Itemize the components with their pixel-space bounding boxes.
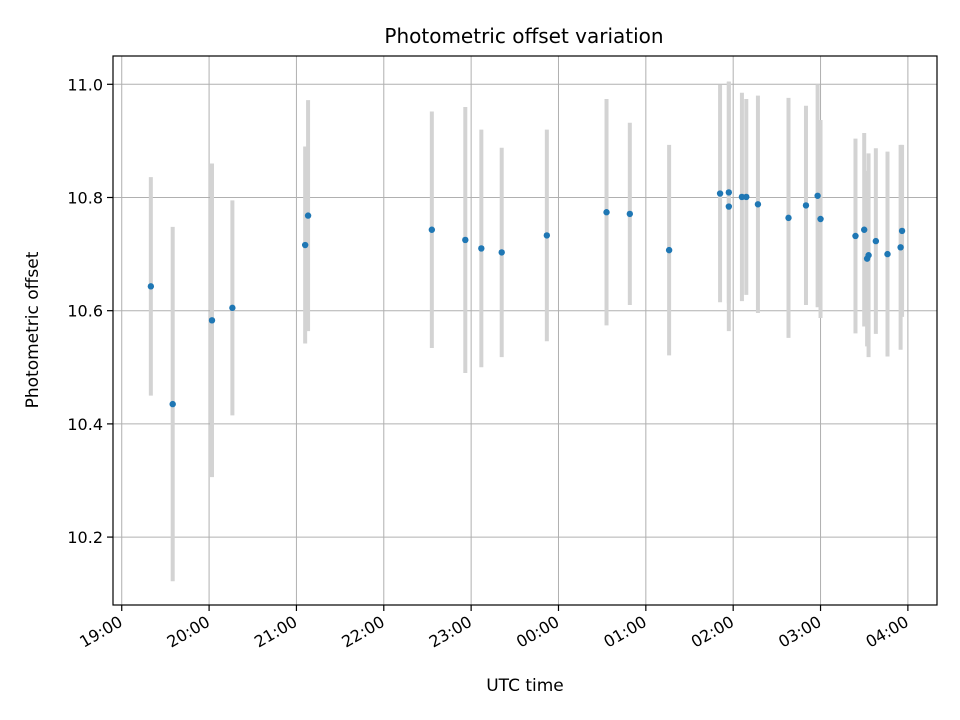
data-point	[897, 244, 904, 251]
data-point	[603, 209, 610, 216]
x-tick-label: 04:00	[862, 612, 911, 652]
data-point	[898, 227, 906, 235]
x-tick-label: 00:00	[513, 612, 562, 652]
data-point	[543, 232, 551, 239]
data-point	[169, 400, 176, 408]
data-point	[716, 190, 724, 197]
data-point	[626, 210, 634, 218]
y-tick-label: 10.4	[67, 415, 103, 434]
x-tick-label: 03:00	[775, 612, 824, 652]
data-point	[428, 226, 436, 233]
chart-title: Photometric offset variation	[384, 24, 663, 48]
x-tick-label: 02:00	[688, 612, 737, 652]
data-point	[884, 250, 891, 258]
data-point	[478, 245, 485, 252]
data-point	[785, 214, 792, 222]
y-tick-label: 10.2	[67, 528, 103, 547]
data-point	[725, 189, 733, 196]
data-point	[229, 304, 236, 312]
data-point	[865, 252, 872, 259]
data-point	[304, 212, 312, 219]
x-axis-ticks: 19:00 20:00 21:00 22:00 23:00 00:00 01:00 02:00…	[76, 605, 912, 652]
grid	[113, 56, 937, 605]
data-point	[861, 226, 868, 233]
data-point	[665, 246, 673, 254]
x-tick-label: 23:00	[426, 612, 475, 652]
y-tick-label: 10.8	[67, 188, 103, 207]
y-tick-label: 11.0	[67, 75, 103, 94]
y-tick-label: 10.6	[67, 302, 103, 321]
plot-frame	[112, 55, 938, 606]
data-point	[301, 241, 309, 249]
data-point	[754, 201, 762, 208]
x-tick-label: 20:00	[164, 612, 213, 652]
data-point	[147, 283, 155, 290]
y-axis-ticks: 10.2 10.4 10.6 10.8 11.0	[67, 75, 113, 547]
data-point	[872, 237, 880, 245]
error-bars	[148, 81, 905, 582]
data-point	[743, 193, 750, 201]
data-point	[462, 236, 469, 244]
data-point	[817, 215, 824, 223]
data-point	[208, 317, 216, 324]
y-axis-label: Photometric offset	[23, 251, 43, 408]
data-point	[852, 232, 859, 240]
x-tick-label: 21:00	[251, 612, 300, 652]
data-point	[725, 203, 733, 210]
x-tick-label: 19:00	[76, 612, 125, 652]
data-point	[802, 202, 810, 209]
x-tick-label: 01:00	[600, 612, 649, 652]
x-axis-label: UTC time	[486, 676, 564, 696]
data-point	[498, 249, 505, 256]
data-points	[147, 189, 906, 408]
x-tick-label: 22:00	[338, 612, 387, 652]
data-point	[814, 192, 821, 199]
